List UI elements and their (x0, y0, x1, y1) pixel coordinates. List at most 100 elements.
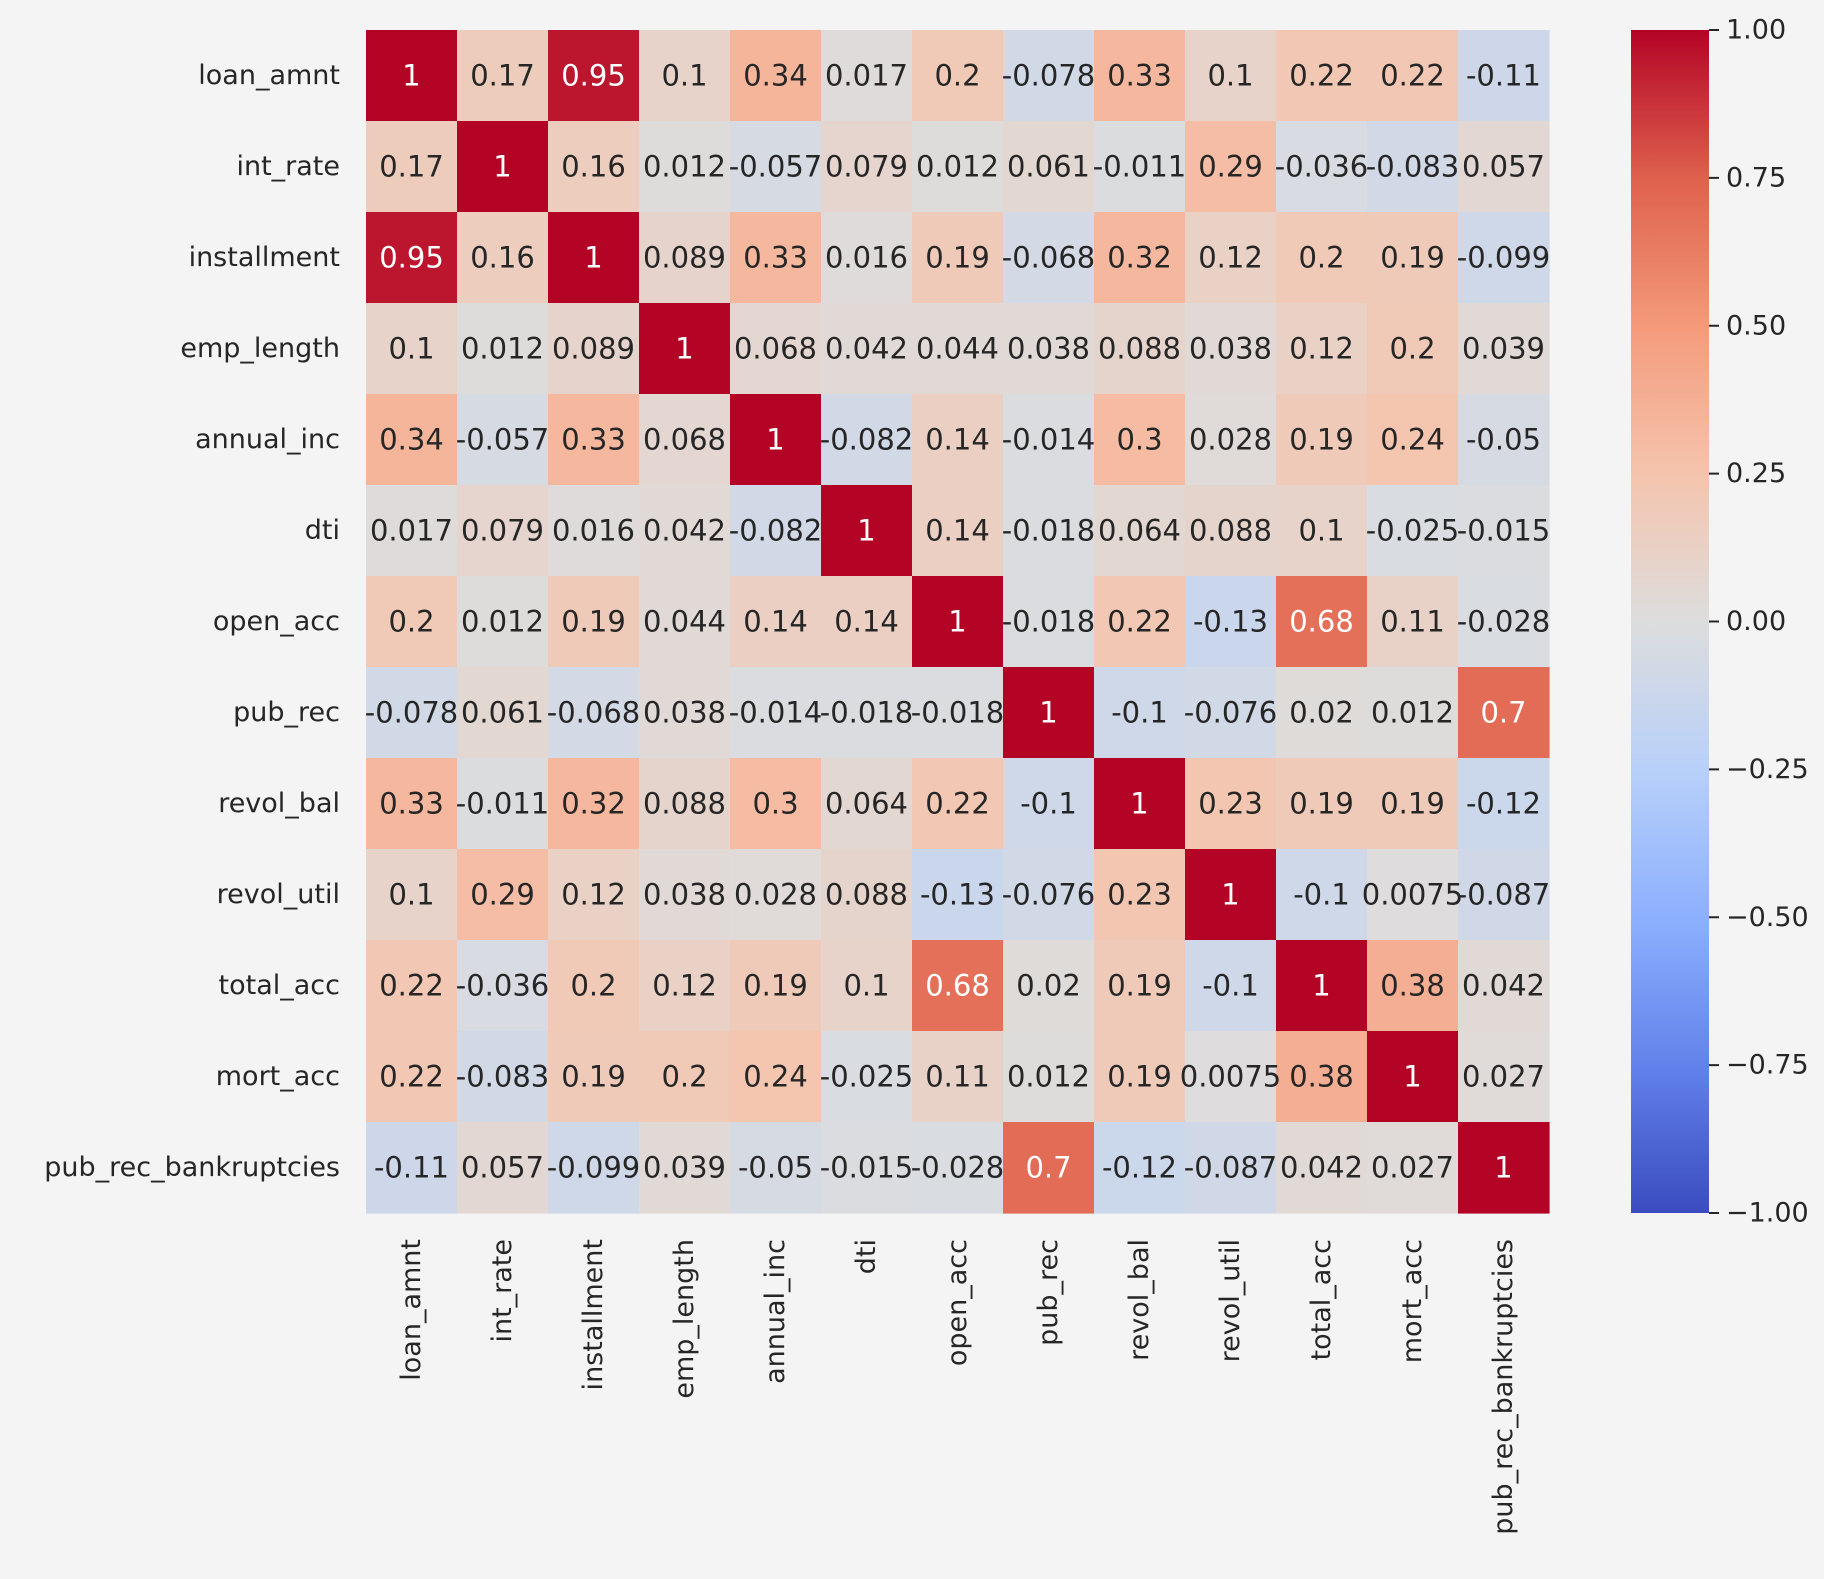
heatmap-cell (821, 576, 913, 668)
cell-value-label: 0.32 (1107, 241, 1172, 275)
heatmap-cell (1003, 485, 1095, 577)
cell-value-label: 0.061 (461, 696, 544, 730)
heatmap-cell (1003, 121, 1095, 213)
heatmap-cell (1458, 303, 1550, 395)
heatmap-cell (1185, 1122, 1277, 1214)
heatmap-cell (730, 121, 822, 213)
cell-value-label: 0.012 (916, 150, 999, 184)
cell-value-label: 0.12 (1198, 241, 1263, 275)
y-tick-label: dti (305, 515, 340, 546)
heatmap-cell (1185, 485, 1277, 577)
colorbar-tick-label: −0.75 (1726, 1050, 1809, 1081)
x-axis-tick-labels: loan_amnt int_rate installment emp_length an… (396, 1239, 1519, 1535)
cell-value-label: 1 (402, 59, 420, 93)
heatmap-cell (912, 212, 1004, 304)
heatmap-cell (1094, 576, 1186, 668)
heatmap-cell (1094, 667, 1186, 759)
cell-value-label: -0.057 (456, 423, 550, 457)
cell-value-label: -0.1 (1111, 696, 1168, 730)
heatmap-cell (912, 940, 1004, 1032)
heatmap-cell (548, 1031, 640, 1123)
heatmap-cell (548, 667, 640, 759)
heatmap-cell (1003, 1031, 1095, 1123)
heatmap-cell (912, 485, 1004, 577)
heatmap-cell (457, 212, 549, 304)
heatmap-cell (1276, 940, 1368, 1032)
heatmap-cell (639, 30, 731, 122)
cell-value-label: 0.079 (825, 150, 908, 184)
y-tick-label: mort_acc (216, 1061, 340, 1092)
cell-value-label: 0.3 (1116, 423, 1162, 457)
y-axis-tick-labels: loan_amnt int_rate installment emp_lengthan… (44, 60, 340, 1183)
heatmap-cell (639, 1122, 731, 1214)
cell-value-label: 0.089 (643, 241, 726, 275)
cell-value-label: 1 (1130, 787, 1148, 821)
cell-value-label: -0.13 (920, 878, 995, 912)
heatmap-cell (1003, 576, 1095, 668)
heatmap-cell (730, 30, 822, 122)
cell-value-label: -0.087 (1184, 1151, 1278, 1185)
cell-value-label: 1 (857, 514, 875, 548)
heatmap-cell-labels: 1 0.17 0.95 0.1 0.34 0.017 0.2 -0.078 0.33 0.1 0.2… (365, 59, 1551, 1185)
cell-value-label: -0.13 (1193, 605, 1268, 639)
heatmap-cell (548, 758, 640, 850)
cell-value-label: 0.19 (1289, 787, 1354, 821)
heatmap-cell (548, 30, 640, 122)
cell-value-label: 0.089 (552, 332, 635, 366)
y-tick-label: revol_util (217, 879, 340, 910)
cell-value-label: 0.19 (1380, 241, 1445, 275)
cell-value-label: 0.2 (1389, 332, 1435, 366)
heatmap-cell (1185, 1031, 1277, 1123)
cell-value-label: -0.028 (1457, 605, 1551, 639)
heatmap-cell (639, 940, 731, 1032)
heatmap-cell (1276, 1031, 1368, 1123)
cell-value-label: 0.38 (1289, 1060, 1354, 1094)
cell-value-label: 1 (1312, 969, 1330, 1003)
heatmap-cell (821, 667, 913, 759)
heatmap-cell (366, 849, 458, 941)
cell-value-label: -0.076 (1002, 878, 1096, 912)
heatmap-cell (1003, 212, 1095, 304)
cell-value-label: 0.061 (1007, 150, 1090, 184)
heatmap-cell (366, 758, 458, 850)
heatmap-cell (1367, 849, 1459, 941)
cell-value-label: -0.014 (1002, 423, 1096, 457)
heatmap-cell (366, 303, 458, 395)
colorbar-tick-label: 0.25 (1726, 458, 1786, 489)
cell-value-label: 1 (1494, 1151, 1512, 1185)
heatmap-cell (639, 303, 731, 395)
cell-value-label: -0.11 (1466, 59, 1541, 93)
cell-value-label: 0.038 (643, 696, 726, 730)
heatmap-cell (639, 758, 731, 850)
heatmap-cell (1185, 30, 1277, 122)
heatmap-cell (548, 485, 640, 577)
heatmap-cell (366, 485, 458, 577)
x-tick-label: pub_rec (1033, 1239, 1064, 1346)
heatmap-cell (730, 212, 822, 304)
cell-value-label: -0.1 (1020, 787, 1077, 821)
heatmap-cell (639, 485, 731, 577)
heatmap-cell (1185, 394, 1277, 486)
cell-value-label: 0.012 (1371, 696, 1454, 730)
cell-value-label: 0.039 (1462, 332, 1545, 366)
heatmap-cell (912, 30, 1004, 122)
heatmap-cell (1094, 121, 1186, 213)
heatmap-cell (457, 940, 549, 1032)
cell-value-label: -0.082 (729, 514, 823, 548)
heatmap-cell (366, 1122, 458, 1214)
cell-value-label: 0.12 (652, 969, 717, 1003)
heatmap-cell (1003, 849, 1095, 941)
cell-value-label: -0.12 (1102, 1151, 1177, 1185)
heatmap-cell (1276, 758, 1368, 850)
cell-value-label: 0.17 (470, 59, 535, 93)
cell-value-label: 1 (948, 605, 966, 639)
heatmap-cell (912, 758, 1004, 850)
cell-value-label: -0.083 (456, 1060, 550, 1094)
heatmap-cell (457, 30, 549, 122)
cell-value-label: 0.1 (388, 332, 434, 366)
heatmap-cell (457, 1122, 549, 1214)
y-tick-label: open_acc (213, 606, 340, 637)
cell-value-label: 0.088 (643, 787, 726, 821)
